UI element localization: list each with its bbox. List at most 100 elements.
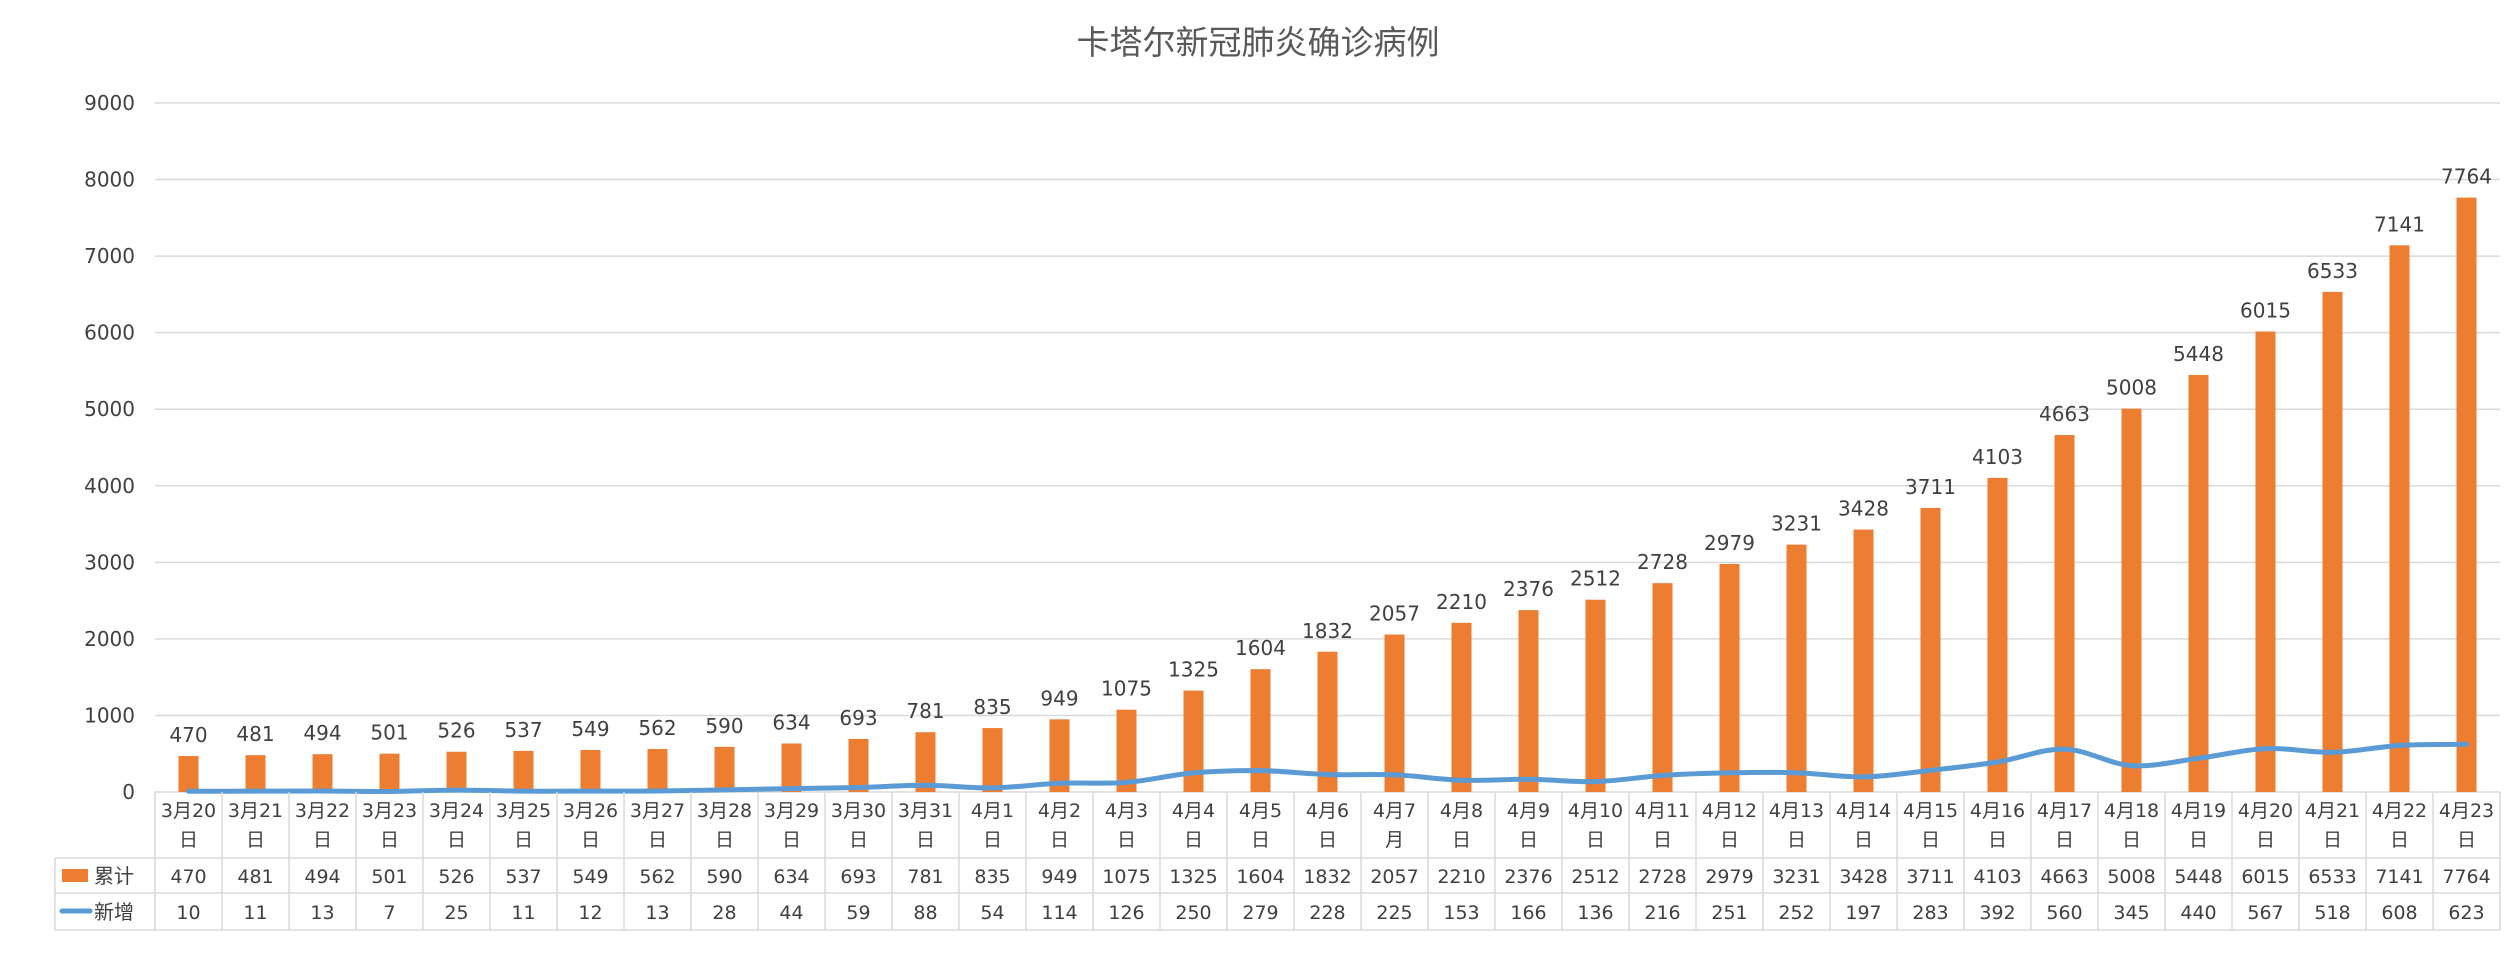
x-category-label: 3月24: [429, 800, 484, 822]
table-cell-累计: 494: [304, 866, 340, 888]
bar-data-label: 2210: [1436, 590, 1487, 614]
table-cell-累计: 526: [438, 866, 474, 888]
table-cell-累计: 3711: [1906, 866, 1954, 888]
bar: [982, 728, 1003, 792]
table-cell-累计: 3428: [1839, 866, 1887, 888]
table-cell-新增: 10: [176, 902, 200, 924]
bar-data-label: 835: [973, 695, 1011, 719]
x-category-label: 4月19: [2171, 800, 2226, 822]
bar-data-label: 549: [571, 717, 609, 741]
x-category-label: 4月8: [1440, 800, 1483, 822]
table-cell-新增: 28: [712, 902, 736, 924]
x-category-label: 4月16: [1970, 800, 2025, 822]
y-tick-label: 6000: [84, 321, 135, 345]
table-cell-累计: 1325: [1169, 866, 1217, 888]
bar-series: [178, 197, 2477, 792]
bar: [2322, 291, 2343, 792]
x-category-label: 日: [1988, 829, 2007, 851]
bar: [178, 756, 199, 792]
bar: [915, 732, 936, 792]
bar-data-label: 1325: [1168, 658, 1219, 682]
bar-data-label: 590: [705, 714, 743, 738]
table-cell-新增: 7: [383, 902, 395, 924]
bar-data-label: 4103: [1972, 445, 2023, 469]
bar-data-label: 501: [370, 721, 408, 745]
x-category-label: 3月22: [295, 800, 350, 822]
bar-data-label: 693: [839, 706, 877, 730]
bar-data-label: 2512: [1570, 567, 1621, 591]
x-category-label: 3月27: [630, 800, 685, 822]
bar: [1652, 583, 1673, 792]
bar: [647, 748, 668, 792]
y-tick-label: 1000: [84, 703, 135, 727]
bar-data-label: 3428: [1838, 497, 1889, 521]
bar-data-label: 781: [906, 699, 944, 723]
bar: [1719, 563, 1740, 792]
x-category-label: 日: [2390, 829, 2409, 851]
bar: [1987, 477, 2008, 792]
bar-data-label: 4663: [2039, 402, 2090, 426]
table-cell-累计: 5008: [2107, 866, 2155, 888]
table-cell-新增: 11: [511, 902, 535, 924]
x-category-label: 3月23: [362, 800, 417, 822]
table-cell-累计: 4663: [2040, 866, 2088, 888]
x-category-label: 日: [849, 829, 868, 851]
bar-data-label: 2728: [1637, 550, 1688, 574]
bar: [1183, 690, 1204, 792]
table-cell-累计: 6015: [2241, 866, 2289, 888]
x-category-label: 4月21: [2305, 800, 2360, 822]
bar-data-label: 537: [504, 718, 542, 742]
x-category-label: 日: [2256, 829, 2275, 851]
table-cell-累计: 470: [170, 866, 206, 888]
x-category-label: 日: [581, 829, 600, 851]
table-cell-新增: 153: [1443, 902, 1479, 924]
bar: [2054, 435, 2075, 792]
x-category-label: 日: [447, 829, 466, 851]
table-cell-累计: 2512: [1571, 866, 1619, 888]
table-cell-累计: 7764: [2442, 866, 2490, 888]
chart-title: 卡塔尔新冠肺炎确诊病例: [1077, 23, 1440, 62]
table-cell-新增: 114: [1041, 902, 1077, 924]
bar: [2121, 408, 2142, 792]
bar-data-label: 5448: [2173, 342, 2224, 366]
x-category-label: 3月21: [228, 800, 283, 822]
table-cell-新增: 228: [1309, 902, 1345, 924]
x-category-label: 4月23: [2439, 800, 2494, 822]
table-cell-新增: 623: [2448, 902, 2484, 924]
bar-data-label: 3711: [1905, 475, 1956, 499]
table-cell-新增: 197: [1845, 902, 1881, 924]
table-cell-新增: 225: [1376, 902, 1412, 924]
table-cell-新增: 252: [1778, 902, 1814, 924]
x-category-label: 日: [246, 829, 265, 851]
table-cell-累计: 6533: [2308, 866, 2356, 888]
x-category-label: 日: [1787, 829, 1806, 851]
y-tick-label: 0: [122, 780, 135, 804]
table-cell-新增: 518: [2314, 902, 2350, 924]
bar-data-label: 1604: [1235, 636, 1286, 660]
bar-data-label: 494: [303, 721, 341, 745]
table-cell-新增: 44: [779, 902, 803, 924]
table-cell-新增: 136: [1577, 902, 1613, 924]
table-cell-累计: 590: [706, 866, 742, 888]
x-category-label: 日: [2055, 829, 2074, 851]
table-cell-累计: 2210: [1437, 866, 1485, 888]
bar-data-label: 6533: [2307, 259, 2358, 283]
table-cell-新增: 13: [645, 902, 669, 924]
x-category-label: 日: [1854, 829, 1873, 851]
x-category-label: 4月15: [1903, 800, 1958, 822]
table-cell-新增: 567: [2247, 902, 2283, 924]
bar: [1518, 610, 1539, 792]
table-cell-累计: 2376: [1504, 866, 1552, 888]
table-cell-累计: 2979: [1705, 866, 1753, 888]
x-category-label: 4月3: [1105, 800, 1148, 822]
x-category-label: 4月13: [1769, 800, 1824, 822]
table-cell-新增: 560: [2046, 902, 2082, 924]
y-tick-label: 2000: [84, 627, 135, 651]
bar-data-label: 2979: [1704, 531, 1755, 555]
table-cell-累计: 781: [907, 866, 943, 888]
table-cell-累计: 949: [1041, 866, 1077, 888]
table-cell-累计: 7141: [2375, 866, 2423, 888]
x-category-label: 4月6: [1306, 800, 1349, 822]
table-cell-新增: 166: [1510, 902, 1546, 924]
